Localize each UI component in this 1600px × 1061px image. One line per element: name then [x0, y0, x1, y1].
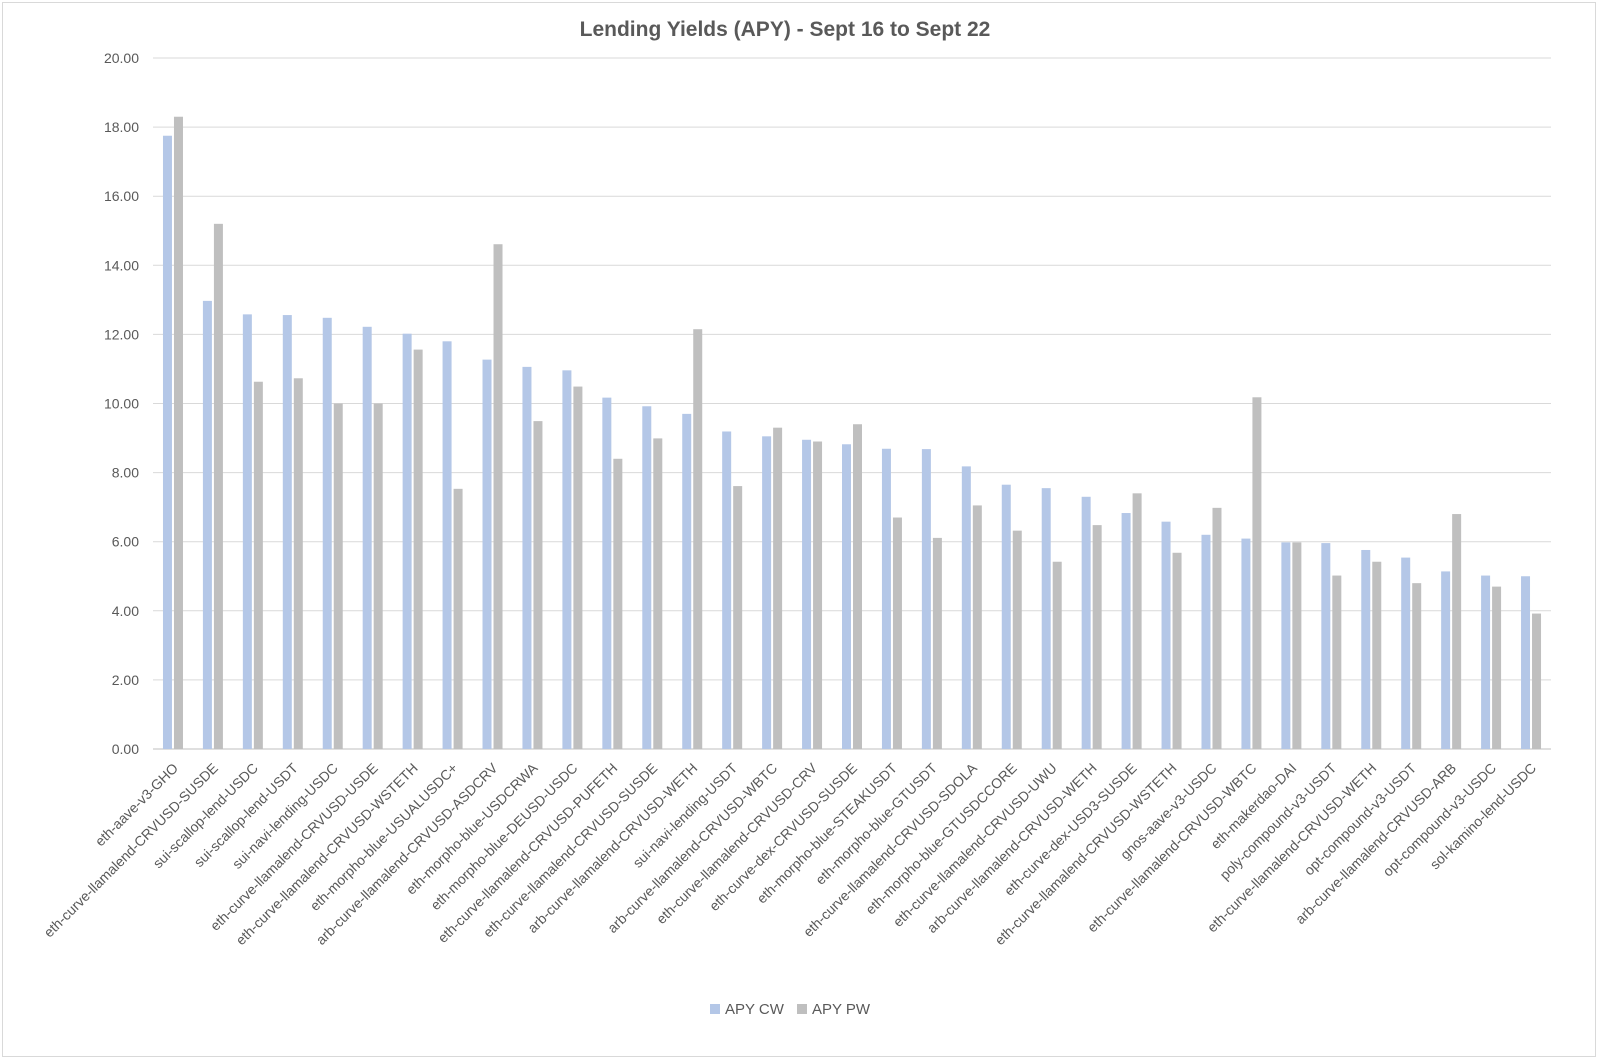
bar-apy-pw	[333, 403, 343, 749]
bar-apy-pw	[853, 424, 862, 749]
bar-apy-cw	[242, 314, 252, 749]
bar-apy-cw	[1441, 571, 1451, 749]
x-axis: eth-aave-v3-GHOeth-curve-llamalend-CRVUS…	[40, 759, 1539, 948]
y-tick-label: 20.00	[104, 50, 139, 66]
bar-apy-cw	[1121, 513, 1131, 749]
legend: APY CW APY PW	[710, 1001, 871, 1018]
y-tick-label: 10.00	[104, 396, 139, 412]
bar-apy-pw	[533, 421, 543, 749]
bar-apy-pw	[1172, 552, 1182, 749]
bars	[162, 116, 1542, 750]
x-tick-label: eth-curve-llamalend-CRVUSD-SUSDE	[40, 760, 221, 941]
bar-apy-pw	[932, 537, 942, 749]
bar-apy-pw	[653, 438, 663, 749]
y-tick-label: 14.00	[104, 257, 139, 273]
chart-title: Lending Yields (APY) - Sept 16 to Sept 2…	[580, 18, 991, 41]
bar-apy-cw	[1321, 543, 1331, 749]
bar-apy-cw	[802, 439, 812, 749]
bar-apy-pw	[733, 486, 743, 749]
bar-apy-pw	[1132, 493, 1142, 749]
bar-apy-pw	[972, 505, 982, 749]
bar-apy-pw	[1412, 583, 1422, 749]
legend-label: APY CW	[725, 1001, 785, 1018]
bar-apy-pw	[1212, 507, 1222, 749]
bar-apy-cw	[1521, 576, 1531, 749]
bar-apy-cw	[1401, 557, 1411, 749]
y-tick-label: 12.00	[104, 326, 139, 342]
bar-apy-cw	[562, 370, 572, 749]
bar-apy-pw	[1492, 586, 1502, 749]
bar-apy-pw	[892, 517, 902, 749]
bar-apy-pw	[1332, 575, 1342, 749]
bar-apy-cw	[282, 315, 292, 749]
bar-apy-cw	[842, 444, 851, 749]
bar-apy-pw	[573, 386, 583, 749]
y-tick-label: 4.00	[112, 603, 139, 619]
legend-label: APY PW	[812, 1001, 871, 1018]
bar-apy-pw	[253, 381, 263, 749]
bar-apy-pw	[1012, 530, 1022, 749]
bar-apy-cw	[602, 397, 612, 749]
bar-apy-pw	[373, 403, 383, 749]
y-tick-label: 18.00	[104, 119, 139, 135]
bar-apy-pw	[813, 441, 823, 749]
bar-apy-cw	[442, 341, 452, 749]
bar-chart: Lending Yields (APY) - Sept 16 to Sept 2…	[40, 18, 1551, 1018]
bar-apy-cw	[362, 326, 372, 749]
y-axis: 0.00 2.00 4.00 6.00 8.00 10.00 12.00 14.00 16.00…	[104, 50, 139, 757]
bar-apy-pw	[213, 223, 223, 750]
bar-apy-cw	[1201, 534, 1211, 749]
bar-apy-cw	[1361, 549, 1371, 749]
bar-apy-cw	[1161, 521, 1171, 749]
bar-apy-cw	[1481, 575, 1491, 749]
bar-apy-cw	[1081, 496, 1091, 749]
bar-apy-cw	[1041, 488, 1051, 749]
y-tick-label: 0.00	[112, 741, 139, 757]
legend-swatch	[797, 1004, 807, 1014]
bar-apy-cw	[762, 436, 772, 749]
bar-apy-cw	[322, 317, 332, 749]
bar-apy-cw	[1001, 484, 1011, 749]
bar-apy-cw	[522, 366, 532, 749]
bar-apy-cw	[162, 135, 172, 750]
legend-item-apy-cw: APY CW	[710, 1001, 785, 1018]
bar-apy-pw	[173, 116, 183, 750]
bar-apy-cw	[202, 300, 212, 749]
gridlines	[153, 57, 1551, 750]
bar-apy-cw	[1241, 538, 1251, 749]
y-tick-label: 8.00	[112, 465, 139, 481]
y-tick-label: 6.00	[112, 534, 139, 550]
bar-apy-pw	[773, 427, 783, 749]
bar-apy-pw	[453, 488, 463, 749]
bar-apy-cw	[482, 359, 492, 749]
bar-apy-pw	[293, 378, 303, 749]
bar-apy-pw	[1532, 613, 1542, 749]
bar-apy-cw	[402, 333, 412, 749]
legend-item-apy-pw: APY PW	[797, 1001, 871, 1018]
bar-apy-pw	[693, 329, 703, 749]
bar-apy-cw	[1281, 542, 1291, 749]
bar-apy-pw	[1372, 561, 1382, 749]
bar-apy-cw	[881, 448, 891, 749]
bar-apy-pw	[1452, 514, 1462, 749]
bar-apy-cw	[961, 466, 971, 749]
bar-apy-pw	[493, 244, 503, 750]
y-tick-label: 2.00	[112, 672, 139, 688]
bar-apy-pw	[1292, 542, 1302, 749]
bar-apy-pw	[1252, 397, 1262, 749]
bar-apy-cw	[722, 431, 732, 749]
bar-apy-pw	[1092, 525, 1102, 749]
bar-apy-cw	[682, 413, 692, 749]
bar-apy-cw	[921, 449, 931, 749]
legend-swatch	[710, 1004, 720, 1014]
y-tick-label: 16.00	[104, 188, 139, 204]
bar-apy-cw	[642, 406, 652, 749]
bar-apy-pw	[613, 458, 623, 749]
bar-apy-pw	[1052, 561, 1062, 749]
bar-apy-pw	[413, 349, 423, 749]
